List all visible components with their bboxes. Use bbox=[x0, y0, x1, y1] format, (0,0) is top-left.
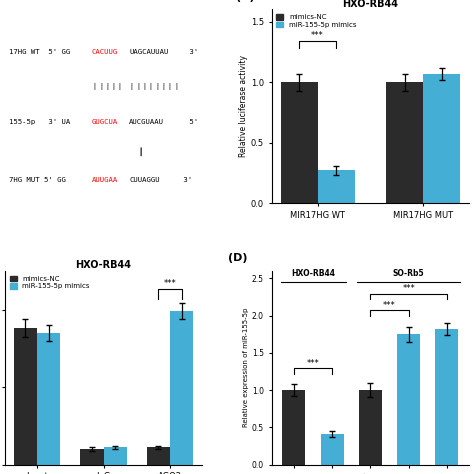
Bar bbox=[386, 82, 423, 203]
Bar bbox=[104, 447, 127, 465]
Text: CUUAGGU: CUUAGGU bbox=[129, 177, 160, 183]
Bar bbox=[397, 334, 420, 465]
Text: |: | bbox=[130, 83, 134, 91]
Text: AUUGAA: AUUGAA bbox=[91, 177, 118, 183]
Legend: mimics-NC, miR-155-5p mimics: mimics-NC, miR-155-5p mimics bbox=[8, 274, 91, 291]
Bar bbox=[147, 447, 170, 465]
Text: |: | bbox=[93, 83, 97, 91]
Text: ***: *** bbox=[164, 279, 176, 288]
Title: HXO-RB44: HXO-RB44 bbox=[75, 260, 132, 270]
Text: (D): (D) bbox=[228, 253, 247, 263]
Bar bbox=[359, 390, 382, 465]
Title: HXO-RB44: HXO-RB44 bbox=[342, 0, 399, 9]
Bar bbox=[436, 329, 458, 465]
Legend: mimics-NC, miR-155-5p mimics: mimics-NC, miR-155-5p mimics bbox=[275, 13, 358, 29]
Text: ***: *** bbox=[402, 284, 415, 293]
Text: 7HG MUT 5' GG: 7HG MUT 5' GG bbox=[9, 177, 65, 183]
Bar bbox=[14, 328, 37, 465]
Bar bbox=[283, 390, 305, 465]
Text: ***: *** bbox=[311, 31, 324, 40]
Text: |: | bbox=[149, 83, 153, 91]
Text: 3': 3' bbox=[184, 49, 198, 55]
Bar bbox=[170, 311, 193, 465]
Text: 155-5p   3' UA: 155-5p 3' UA bbox=[9, 119, 70, 125]
Text: CACUUG: CACUUG bbox=[91, 49, 118, 55]
Text: |: | bbox=[118, 83, 122, 91]
Text: ***: *** bbox=[307, 359, 319, 368]
Bar bbox=[321, 434, 344, 465]
Text: GUGCUA: GUGCUA bbox=[91, 119, 118, 125]
Bar bbox=[423, 73, 460, 203]
Text: (B): (B) bbox=[236, 0, 255, 2]
Text: |: | bbox=[112, 83, 116, 91]
Text: SO-Rb5: SO-Rb5 bbox=[393, 269, 425, 278]
Text: HXO-RB44: HXO-RB44 bbox=[291, 269, 335, 278]
Text: UAGCAUUAU: UAGCAUUAU bbox=[129, 49, 169, 55]
Text: ***: *** bbox=[383, 301, 396, 310]
Text: |: | bbox=[99, 83, 103, 91]
Text: |: | bbox=[161, 83, 165, 91]
Text: 5': 5' bbox=[184, 119, 198, 125]
Text: 3': 3' bbox=[179, 177, 192, 183]
Bar bbox=[318, 171, 355, 203]
Text: |: | bbox=[155, 83, 159, 91]
Text: |: | bbox=[105, 83, 109, 91]
Bar bbox=[37, 333, 60, 465]
Y-axis label: Relative luciferase activity: Relative luciferase activity bbox=[239, 55, 248, 157]
Y-axis label: Relative expression of miR-155-5p: Relative expression of miR-155-5p bbox=[243, 308, 249, 428]
Text: 17HG WT  5' GG: 17HG WT 5' GG bbox=[9, 49, 70, 55]
Text: |: | bbox=[168, 83, 172, 91]
Text: |: | bbox=[143, 83, 146, 91]
Bar bbox=[80, 449, 104, 465]
Text: |: | bbox=[136, 83, 140, 91]
Bar bbox=[281, 82, 318, 203]
Text: |: | bbox=[174, 83, 178, 91]
Text: AUCGUAAU: AUCGUAAU bbox=[129, 119, 164, 125]
